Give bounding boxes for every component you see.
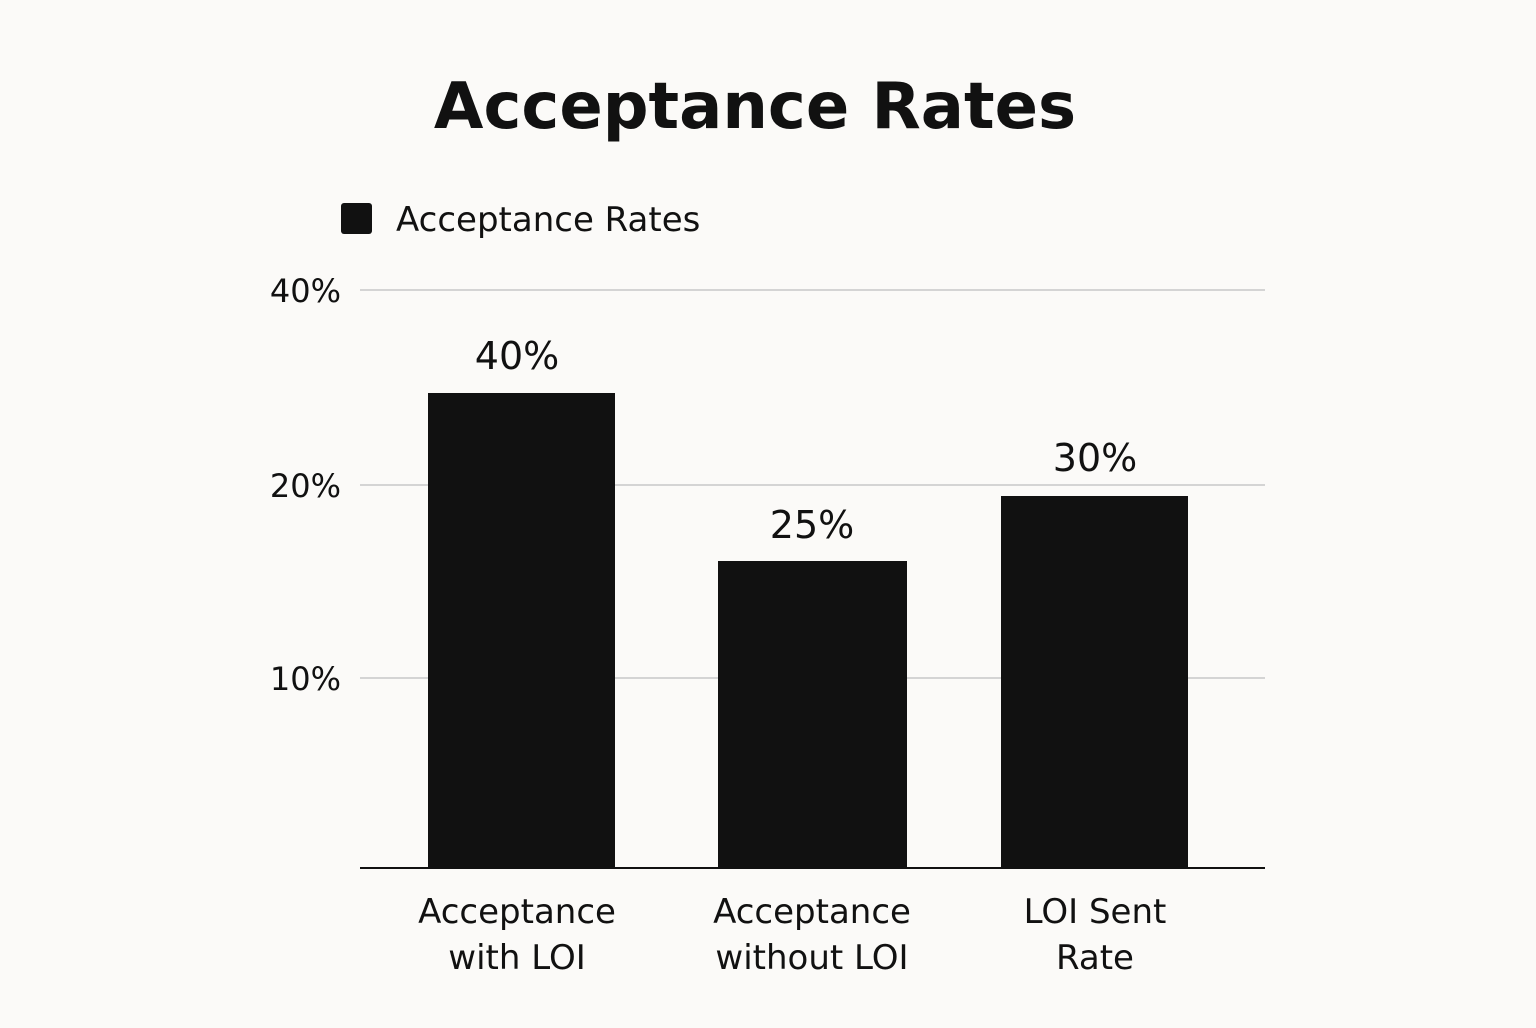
x-category-label: Acceptance — [713, 892, 911, 932]
x-category-label: LOI Sent — [1024, 892, 1167, 932]
bars — [428, 393, 1188, 868]
x-category-label: with LOI — [448, 938, 585, 978]
x-category-label: Rate — [1056, 938, 1134, 978]
bar-value-label: 40% — [475, 334, 559, 378]
legend-label: Acceptance Rates — [396, 200, 700, 240]
bar — [428, 393, 615, 868]
labels: 40% 20% 10% 40% Acceptance with LOI 25% Accepta… — [270, 272, 1166, 978]
bar-value-label: 30% — [1053, 436, 1137, 480]
x-category-label: Acceptance — [418, 892, 616, 932]
bar — [1001, 496, 1188, 868]
bar-value-label: 25% — [770, 503, 854, 547]
x-category-label: without LOI — [715, 938, 908, 978]
y-tick-label: 40% — [270, 272, 341, 310]
y-tick-label: 20% — [270, 467, 341, 505]
bar — [718, 561, 907, 868]
chart-title: Acceptance Rates — [434, 70, 1076, 144]
legend-swatch — [341, 203, 372, 234]
legend: Acceptance Rates — [341, 200, 700, 240]
y-tick-label: 10% — [270, 660, 341, 698]
